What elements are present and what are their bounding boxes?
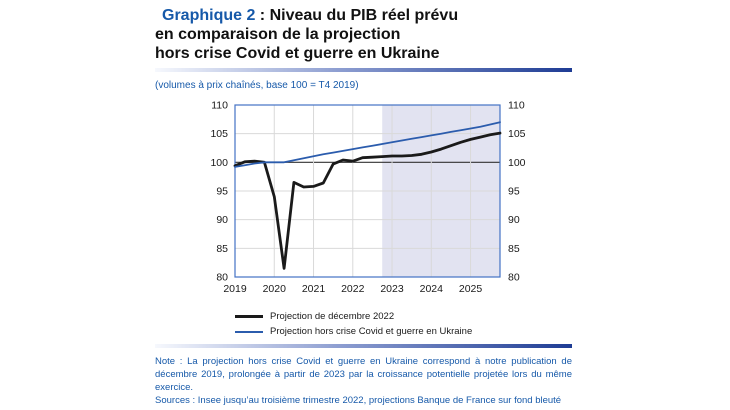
y-axis-tick-label-right: 80 [508, 272, 520, 284]
y-axis-tick-label-left: 85 [216, 243, 228, 255]
y-axis-tick-label-right: 85 [508, 243, 520, 255]
x-axis-tick-label: 2024 [420, 283, 444, 295]
y-axis-tick-label-left: 90 [216, 214, 228, 226]
y-axis-tick-label-right: 110 [508, 100, 525, 112]
legend-item-projection-decembre-2022: Projection de décembre 2022 [235, 309, 575, 324]
legend-line-swatch-black [235, 315, 263, 318]
legend-label: Projection hors crise Covid et guerre en… [270, 326, 473, 337]
x-axis-tick-label: 2021 [302, 283, 326, 295]
content-column: Graphique 2 : Niveau du PIB réel prévu e… [155, 6, 575, 407]
title-line3: hors crise Covid et guerre en Ukraine [155, 45, 440, 62]
x-axis-tick-label: 2025 [459, 283, 483, 295]
series-line-0 [233, 131, 502, 270]
x-axis-tick-label: 2023 [380, 283, 404, 295]
y-axis-tick-label-right: 90 [508, 214, 520, 226]
legend-line-swatch-blue [235, 330, 263, 333]
sources-text: Sources : Insee jusqu’au troisième trime… [155, 395, 562, 406]
chart-subtitle: (volumes à prix chaînés, base 100 = T4 2… [155, 80, 359, 91]
y-axis-tick-label-left: 95 [216, 186, 228, 198]
y-axis-tick-label-right: 100 [508, 157, 526, 169]
chart-title: Graphique 2 : Niveau du PIB réel prévu e… [155, 6, 575, 63]
top-gradient-rule [155, 68, 572, 72]
x-axis-tick-label: 2019 [223, 283, 247, 295]
gdp-chart: 80 80 85 85 90 90 95 95 100 100 105 105 110 110 2019 20… [210, 100, 526, 296]
legend-label: Projection de décembre 2022 [270, 311, 395, 322]
y-axis-tick-label-left: 110 [211, 100, 228, 112]
title-line1: : Niveau du PIB réel prévu [255, 7, 459, 24]
footnotes: Note : La projection hors crise Covid et… [155, 355, 572, 407]
plot-border [234, 104, 501, 278]
y-axis-tick-label-left: 80 [216, 272, 228, 284]
x-axis-tick-label: 2020 [263, 283, 287, 295]
y-axis-tick-label-right: 95 [508, 186, 520, 198]
note-text: Note : La projection hors crise Covid et… [155, 356, 572, 393]
y-axis-tick-label-right: 105 [508, 128, 526, 140]
chart-area: 80 80 85 85 90 90 95 95 100 100 105 105 110 110 2019 20… [155, 95, 575, 307]
chart-number: Graphique 2 [162, 7, 256, 24]
x-axis-tick-label: 2022 [341, 283, 365, 295]
chart-legend: Projection de décembre 2022 Projection h… [235, 309, 575, 339]
y-axis-tick-label-left: 100 [210, 157, 228, 169]
series-line-1 [234, 121, 501, 168]
legend-item-projection-hors-crise: Projection hors crise Covid et guerre en… [235, 324, 575, 339]
y-axis-tick-label-left: 105 [210, 128, 228, 140]
title-line2: en comparaison de la projection [155, 26, 401, 43]
bottom-gradient-rule [155, 344, 572, 348]
